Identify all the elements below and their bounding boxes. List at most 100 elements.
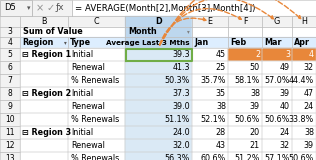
- Polygon shape: [20, 74, 68, 87]
- Polygon shape: [192, 126, 228, 139]
- Text: 57.0%: 57.0%: [264, 76, 290, 85]
- Polygon shape: [192, 37, 228, 48]
- Text: 7: 7: [8, 76, 12, 85]
- Polygon shape: [262, 152, 292, 160]
- Text: 28: 28: [216, 128, 226, 137]
- Polygon shape: [68, 48, 125, 61]
- Text: Renewal: Renewal: [71, 63, 105, 72]
- Polygon shape: [262, 37, 292, 48]
- Polygon shape: [0, 0, 32, 16]
- Polygon shape: [192, 139, 228, 152]
- FancyArrowPatch shape: [159, 18, 206, 45]
- Text: 9: 9: [8, 102, 12, 111]
- Text: 32.0: 32.0: [172, 141, 190, 150]
- Polygon shape: [20, 152, 68, 160]
- Text: 6: 6: [8, 63, 12, 72]
- Polygon shape: [68, 16, 125, 27]
- Polygon shape: [192, 113, 228, 126]
- Polygon shape: [125, 27, 192, 37]
- Polygon shape: [192, 152, 228, 160]
- Polygon shape: [262, 87, 292, 100]
- Polygon shape: [262, 16, 292, 27]
- Text: C: C: [94, 17, 99, 26]
- Polygon shape: [32, 0, 72, 16]
- Text: 50.6%: 50.6%: [264, 115, 290, 124]
- Text: ▾: ▾: [27, 5, 31, 11]
- Text: ▾: ▾: [187, 29, 190, 35]
- Text: 50.6%: 50.6%: [289, 154, 314, 160]
- Polygon shape: [192, 74, 228, 87]
- Polygon shape: [0, 113, 20, 126]
- Text: D5: D5: [4, 4, 16, 12]
- Text: 39: 39: [250, 102, 260, 111]
- Polygon shape: [192, 16, 228, 27]
- Polygon shape: [20, 139, 68, 152]
- Polygon shape: [0, 139, 20, 152]
- Polygon shape: [20, 126, 68, 139]
- Polygon shape: [68, 37, 125, 48]
- Polygon shape: [125, 100, 192, 113]
- Text: 44.4%: 44.4%: [289, 76, 314, 85]
- Polygon shape: [0, 152, 20, 160]
- Polygon shape: [0, 37, 20, 48]
- Polygon shape: [0, 100, 20, 113]
- Text: 24.0: 24.0: [172, 128, 190, 137]
- Polygon shape: [292, 113, 316, 126]
- Polygon shape: [228, 27, 262, 37]
- Text: Jan: Jan: [194, 38, 208, 47]
- Text: % Renewals: % Renewals: [71, 115, 119, 124]
- Text: Region: Region: [22, 38, 53, 47]
- Text: Initial: Initial: [71, 50, 93, 59]
- Text: ✓: ✓: [47, 3, 55, 13]
- Text: D: D: [155, 17, 162, 26]
- Polygon shape: [20, 16, 68, 27]
- Text: G: G: [274, 17, 280, 26]
- FancyArrowPatch shape: [160, 0, 274, 45]
- Text: 58.1%: 58.1%: [234, 76, 260, 85]
- Polygon shape: [125, 87, 192, 100]
- Text: ▾: ▾: [121, 40, 124, 45]
- FancyArrowPatch shape: [160, 0, 301, 45]
- Text: 5: 5: [8, 50, 12, 59]
- Polygon shape: [125, 48, 192, 61]
- Polygon shape: [228, 48, 262, 61]
- Text: ⊟ Region 1: ⊟ Region 1: [22, 50, 71, 59]
- Polygon shape: [0, 74, 20, 87]
- Text: 37.3: 37.3: [172, 89, 190, 98]
- Text: 38: 38: [304, 128, 314, 137]
- Text: 41.3: 41.3: [173, 63, 190, 72]
- Polygon shape: [68, 126, 125, 139]
- Text: 11: 11: [5, 128, 15, 137]
- Text: 32: 32: [280, 141, 290, 150]
- Text: 20: 20: [250, 128, 260, 137]
- Polygon shape: [125, 37, 192, 48]
- Polygon shape: [228, 100, 262, 113]
- Text: 50.6%: 50.6%: [234, 115, 260, 124]
- Text: 56.3%: 56.3%: [165, 154, 190, 160]
- Text: 32: 32: [304, 63, 314, 72]
- Text: 50: 50: [250, 63, 260, 72]
- Polygon shape: [68, 100, 125, 113]
- Text: Initial: Initial: [71, 89, 93, 98]
- Text: 38: 38: [216, 102, 226, 111]
- Text: 51.1%: 51.1%: [165, 115, 190, 124]
- Text: ▾: ▾: [64, 40, 67, 45]
- Text: 50.3%: 50.3%: [165, 76, 190, 85]
- Polygon shape: [125, 126, 192, 139]
- Polygon shape: [262, 126, 292, 139]
- Text: Average Last 3 Mths: Average Last 3 Mths: [106, 40, 190, 45]
- Polygon shape: [292, 87, 316, 100]
- Polygon shape: [0, 16, 20, 27]
- Polygon shape: [125, 74, 192, 87]
- Text: 21: 21: [250, 141, 260, 150]
- Polygon shape: [72, 0, 316, 16]
- Text: = AVERAGE(Month[2],Month[3],Month[4]): = AVERAGE(Month[2],Month[3],Month[4]): [75, 4, 255, 12]
- Polygon shape: [192, 61, 228, 74]
- Text: 3: 3: [285, 50, 290, 59]
- Polygon shape: [262, 74, 292, 87]
- Text: Initial: Initial: [71, 128, 93, 137]
- Polygon shape: [20, 48, 68, 61]
- Polygon shape: [125, 113, 192, 126]
- Polygon shape: [192, 48, 228, 61]
- Text: Renewal: Renewal: [71, 141, 105, 150]
